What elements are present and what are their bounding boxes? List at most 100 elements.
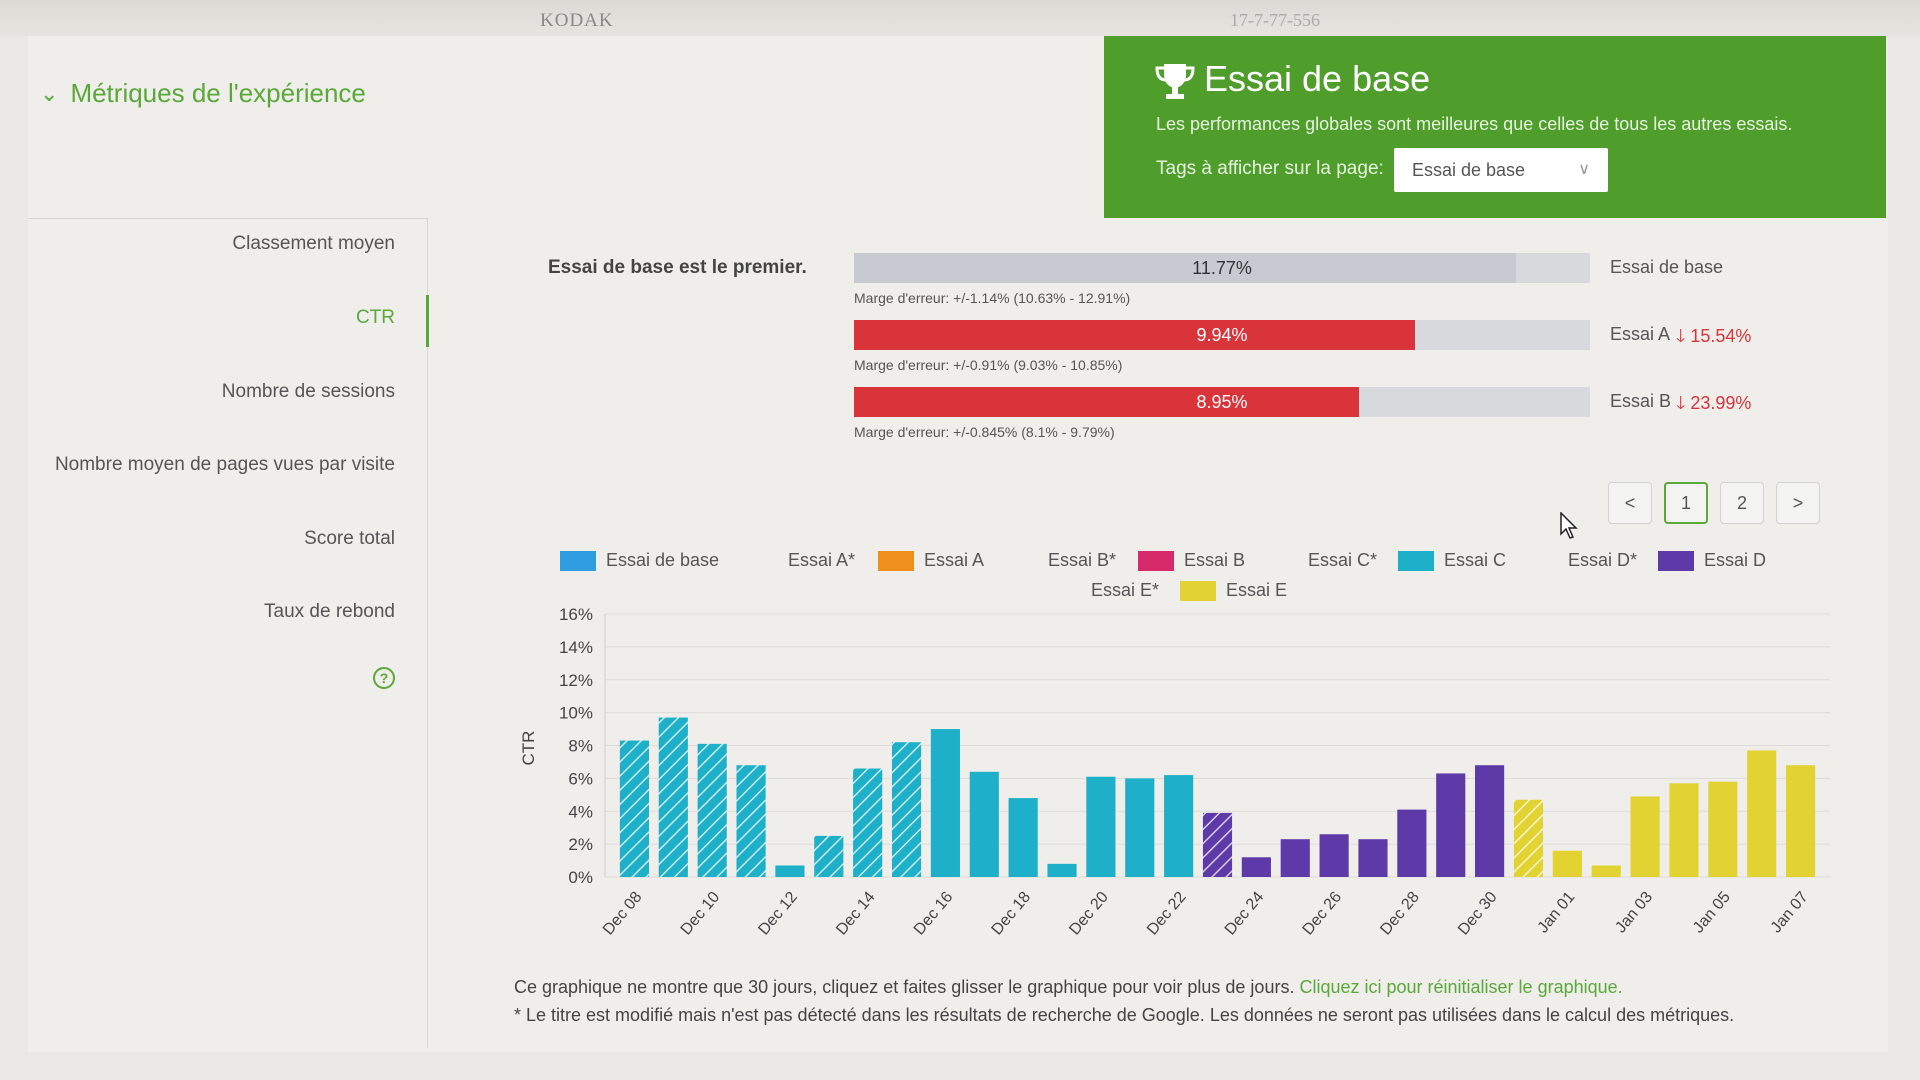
legend-item[interactable]: Essai B* — [1048, 550, 1116, 571]
banner-subtitle: Les performances globales sont meilleure… — [1156, 114, 1793, 134]
summary-bar-essai-a: 9.94% — [854, 320, 1590, 350]
sidebar-item-classement-moyen[interactable]: Classement moyen — [232, 233, 395, 254]
bar-essai-d — [1358, 839, 1388, 877]
y-tick-label: 10% — [559, 704, 593, 723]
mouse-cursor-icon — [1560, 512, 1578, 539]
bar-essai-e — [1708, 781, 1738, 877]
legend-item[interactable]: Essai D — [1658, 550, 1766, 571]
bar-essai-c — [1047, 863, 1077, 877]
x-tick-label: Dec 20 — [1066, 889, 1112, 939]
bar-essai-e-star — [1513, 799, 1544, 877]
x-tick-label: Dec 30 — [1455, 889, 1501, 939]
bar-essai-e — [1552, 850, 1582, 877]
title-change-footnote: * Le titre est modifié mais n'est pas dé… — [514, 1005, 1735, 1025]
legend-item[interactable]: Essai A — [878, 550, 984, 571]
y-tick-label: 6% — [568, 769, 593, 788]
bar-essai-e — [1785, 765, 1816, 877]
pagination-prev[interactable]: < — [1608, 482, 1652, 524]
legend-item[interactable]: Essai E — [1180, 580, 1287, 601]
delta-value: 23.99% — [1690, 393, 1752, 413]
legend-item[interactable]: Essai A* — [788, 550, 855, 571]
legend-label: Essai C — [1444, 550, 1507, 570]
bar-essai-c-star — [697, 743, 727, 877]
banner-title: Essai de base — [1204, 58, 1431, 99]
legend-item[interactable]: Essai C* — [1308, 550, 1377, 571]
bar-essai-c — [1125, 778, 1155, 877]
summary-bar-name: Essai B — [1610, 391, 1672, 411]
top-strip-right-text: 17-7-77-556 — [1230, 10, 1320, 30]
legend-item[interactable]: Essai C — [1398, 550, 1506, 571]
sidebar-item-nombre-de-sessions[interactable]: Nombre de sessions — [221, 381, 395, 402]
legend-item[interactable]: Essai de base — [560, 550, 719, 571]
bar-essai-d-star — [1202, 812, 1233, 877]
ctr-bar-chart[interactable]: 0% 2% 4% 6% 8% 10% 12% 14% 16% CTR Dec 08 Dec 10 Dec… — [500, 598, 1840, 958]
trophy-icon — [1155, 64, 1195, 99]
bar-essai-c — [775, 865, 805, 877]
chart-legend: Essai de base Essai A* Essai A Essai B* … — [560, 546, 1860, 606]
bar-essai-d — [1475, 765, 1505, 877]
chart-footnote: Ce graphique ne montre que 30 jours, cli… — [514, 977, 1623, 998]
arrow-down-icon: 🡓 — [1676, 326, 1686, 346]
bar-essai-c-star — [814, 835, 844, 877]
legend-item[interactable]: Essai E* — [1091, 580, 1159, 601]
chevron-down-icon[interactable]: ⌄ — [40, 80, 59, 106]
legend-label: Essai D — [1704, 550, 1767, 570]
y-tick-label: 0% — [568, 868, 593, 887]
summary-bar-fill — [854, 320, 1415, 350]
legend-label: Essai A* — [788, 550, 856, 570]
summary-bar-name: Essai A — [1610, 324, 1671, 344]
reset-chart-link[interactable]: Cliquez ici pour réinitialiser le graphi… — [1299, 977, 1623, 997]
pagination-next[interactable]: > — [1776, 482, 1820, 524]
summary-bar-value: 8.95% — [1196, 392, 1248, 412]
footnote-text: Ce graphique ne montre que 30 jours, cli… — [514, 977, 1295, 997]
bar-essai-c — [1008, 798, 1038, 877]
bar-essai-c-star — [891, 742, 922, 877]
x-tick-label: Dec 28 — [1377, 889, 1423, 939]
x-tick-label: Dec 12 — [755, 889, 801, 939]
summary-bar-value: 11.77% — [1192, 258, 1252, 278]
summary-bar-fill — [854, 387, 1359, 417]
bar-essai-c-star — [658, 717, 688, 877]
bar-essai-c-star — [619, 740, 650, 877]
legend-swatch — [560, 550, 596, 571]
legend-swatch — [1398, 550, 1434, 571]
summary-bar-essai-b: 8.95% — [854, 387, 1590, 417]
x-tick-label: Dec 10 — [678, 889, 724, 939]
tags-select[interactable]: Essai de base ∨ — [1394, 148, 1608, 192]
leader-text: Essai de base est le premier. — [548, 257, 807, 278]
summary-bar-delta: 🡓 15.54% — [1676, 324, 1751, 354]
summary-bar-delta: 🡓 23.99% — [1676, 391, 1751, 421]
sidebar-item-taux-de-rebond[interactable]: Taux de rebond — [264, 601, 395, 622]
bar-essai-c-star — [736, 765, 766, 877]
y-tick-label: 12% — [559, 671, 593, 690]
bar-essai-d — [1280, 839, 1310, 877]
pagination-page-1[interactable]: 1 — [1664, 482, 1708, 524]
pagination-page-2[interactable]: 2 — [1720, 482, 1764, 524]
legend-label: Essai B — [1184, 550, 1246, 570]
chevron-down-icon: ∨ — [1578, 161, 1590, 178]
summary-bar-essai-de-base: 11.77% — [854, 253, 1590, 283]
bar-essai-c — [969, 771, 999, 877]
x-tick-label: Dec 14 — [833, 889, 879, 939]
top-strip-left-text: KODAK — [540, 10, 614, 31]
bar-essai-d — [1436, 773, 1466, 877]
x-tick-label: Dec 16 — [911, 889, 957, 939]
help-icon[interactable]: ? — [373, 667, 395, 689]
x-tick-label: Jan 01 — [1534, 889, 1578, 937]
margin-of-error: Marge d'erreur: +/-1.14% (10.63% - 12.91… — [854, 290, 1131, 306]
bar-essai-d — [1319, 834, 1349, 877]
sidebar-item-score-total[interactable]: Score total — [304, 528, 395, 549]
section-header[interactable]: ⌄ Métriques de l'expérience — [40, 78, 366, 109]
legend-item[interactable]: Essai D* — [1568, 550, 1637, 571]
summary-bar-name: Essai de base — [1610, 257, 1724, 277]
y-tick-label: 4% — [568, 802, 593, 821]
legend-item[interactable]: Essai B — [1138, 550, 1245, 571]
legend-label: Essai E — [1226, 580, 1288, 600]
section-title: Métriques de l'expérience — [70, 78, 366, 108]
legend-swatch — [878, 550, 914, 571]
sidebar-item-pages-vues[interactable]: Nombre moyen de pages vues par visite — [54, 454, 395, 475]
x-tick-label: Jan 03 — [1612, 889, 1656, 937]
sidebar-active-indicator — [426, 295, 429, 347]
sidebar-item-ctr[interactable]: CTR — [355, 307, 395, 328]
summary-bar-value: 9.94% — [1196, 325, 1248, 345]
